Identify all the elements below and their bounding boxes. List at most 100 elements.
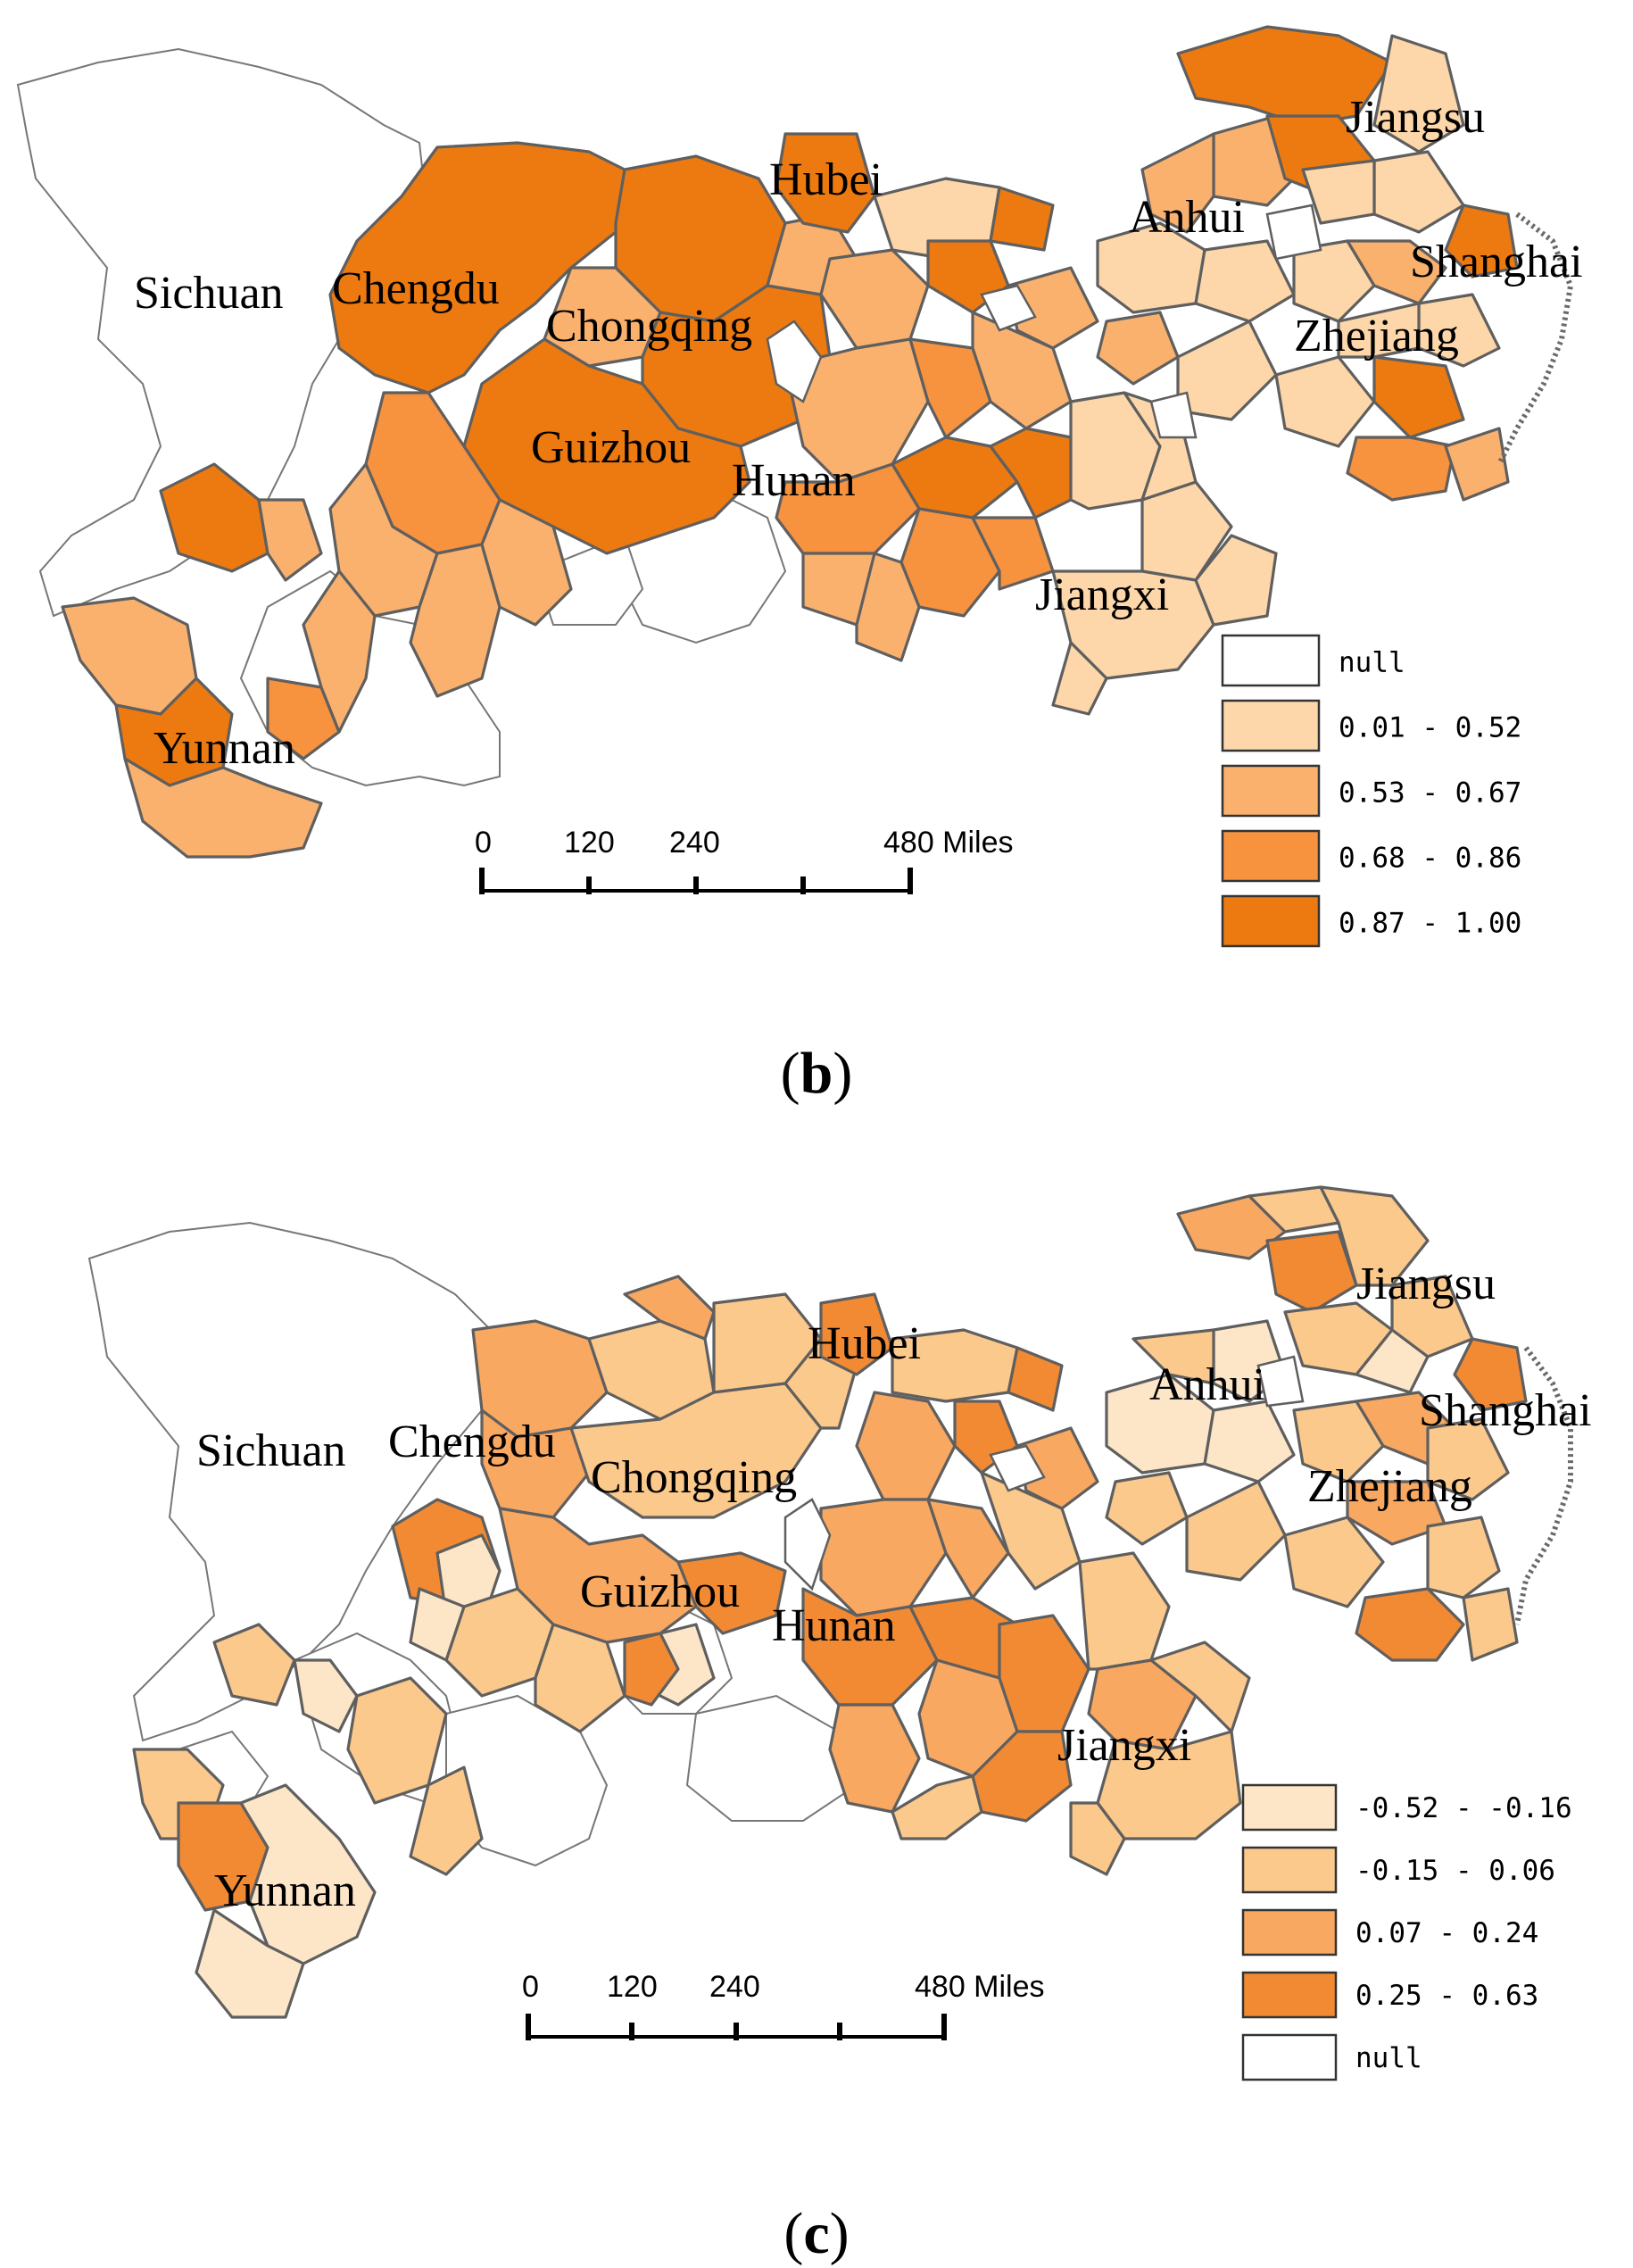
label-shanghai: Shanghai: [1410, 237, 1583, 287]
legend-b-item-swatch: [1221, 764, 1321, 818]
prefecture-region: [1149, 1641, 1251, 1733]
prefecture-region: [1346, 239, 1447, 305]
prefecture-region: [1337, 302, 1421, 359]
prefecture-region: [409, 1765, 484, 1876]
prefecture-region: [480, 1408, 591, 1519]
panel-caption-c: (c): [0, 2200, 1633, 2268]
prefecture-region: [775, 462, 921, 555]
label-chengdu: Chengdu: [388, 1416, 556, 1467]
prefecture-region: [676, 1551, 787, 1635]
prefecture-region: [1355, 1587, 1465, 1662]
scale-tick-120: 120: [564, 826, 615, 860]
prefecture-region: [819, 248, 930, 350]
prefecture-region: [1444, 204, 1519, 278]
prefecture-region: [819, 1292, 894, 1376]
label-jiangxi: Jiangxi: [1057, 1720, 1191, 1771]
prefecture-region: [1194, 239, 1296, 323]
prefecture-region: [1444, 427, 1510, 502]
label-hubei: Hubei: [808, 1318, 921, 1369]
scale-tick-0: 0: [522, 1970, 539, 2004]
prefecture-region: [1051, 641, 1108, 716]
prefecture-region: [971, 516, 1055, 591]
prefecture-region: [1426, 1516, 1501, 1599]
prefecture-region: [328, 141, 626, 395]
prefecture-region: [257, 498, 323, 582]
prefecture-region: [1453, 1337, 1528, 1412]
prefecture-region: [801, 1587, 939, 1707]
map-panel-c: Sichuan Chengdu Chongqing Guizhou Yunnan…: [0, 1160, 1633, 2266]
legend-b-item-swatch: [1221, 829, 1321, 883]
prefecture-region: [828, 1703, 921, 1814]
prefecture-region: [409, 1587, 466, 1662]
caption-close-c: ): [829, 2201, 850, 2266]
legend-b-item-label: 0.87 - 1.00: [1339, 907, 1521, 939]
label-guizhou: Guizhou: [531, 422, 691, 473]
caption-open-b: (: [780, 1041, 800, 1106]
scale-tick-240: 240: [669, 826, 720, 860]
label-chengdu: Chengdu: [332, 263, 500, 314]
place-labels-c: Sichuan Chengdu Chongqing Guizhou Yunnan…: [196, 1259, 1592, 1916]
prefecture-region: [926, 1498, 1010, 1599]
panel-caption-b: (b): [0, 1040, 1633, 1108]
prefecture-region: [328, 462, 439, 618]
prefecture-region: [855, 1391, 957, 1501]
label-zhejiang: Zhejiang: [1294, 311, 1459, 361]
scale-tick-240: 240: [709, 1970, 760, 2004]
prefecture-region: [212, 1623, 296, 1707]
prefecture-region: [1372, 150, 1465, 234]
prefecture-region: [1096, 311, 1180, 386]
legend-b-item-label: null: [1339, 646, 1405, 678]
label-guizhou: Guizhou: [580, 1566, 740, 1617]
prefecture-region: [1372, 355, 1465, 439]
prefecture-region: [1131, 1328, 1215, 1385]
prefecture-region: [1390, 1275, 1474, 1358]
regions-c: [132, 1185, 1528, 2019]
prefecture-region: [1346, 1480, 1447, 1546]
legend-b-item-label: 0.53 - 0.67: [1339, 777, 1521, 809]
prefecture-region: [1274, 355, 1376, 448]
prefecture-region: [480, 498, 573, 627]
legend-c: -0.52 - -0.16 -0.15 - 0.06 0.07 - 0.24 0.25…: [1241, 1783, 1572, 2081]
prefecture-region: [1301, 159, 1376, 225]
prefecture-region: [998, 1614, 1090, 1733]
lakes-b: [766, 204, 1322, 439]
legend-c-item-label: null: [1355, 2042, 1422, 2074]
legend-b-item-swatch: [1221, 894, 1321, 948]
label-yunnan: Yunnan: [214, 1865, 356, 1916]
prefecture-region: [989, 186, 1055, 252]
prefecture-region: [1185, 1480, 1287, 1582]
prefecture-region: [1462, 1587, 1519, 1662]
legend-b-item-swatch: [1221, 699, 1321, 752]
prefecture-region: [980, 1471, 1082, 1591]
prefecture-region: [1292, 239, 1376, 323]
caption-close-b: ): [833, 1041, 853, 1106]
prefecture-region: [819, 1498, 948, 1617]
legend-b-item-label: 0.68 - 0.86: [1339, 842, 1521, 874]
scale-tick-480: 480 Miles: [883, 826, 1014, 860]
prefecture-region: [1105, 1471, 1189, 1546]
prefecture-region: [123, 757, 323, 859]
label-hunan: Hunan: [772, 1600, 896, 1651]
scale-tick-0: 0: [475, 826, 492, 860]
prefecture-region: [1007, 1346, 1064, 1412]
prefecture-region: [1292, 1400, 1385, 1483]
prefecture-region: [855, 552, 921, 662]
prefecture-region: [1355, 1328, 1430, 1394]
caption-letter-b: b: [800, 1041, 833, 1106]
prefecture-region: [1426, 1417, 1510, 1501]
scale-tick-120: 120: [607, 1970, 658, 2004]
label-chongqing: Chongqing: [546, 301, 752, 352]
prefecture-region: [623, 1632, 680, 1707]
label-yunnan: Yunnan: [153, 723, 295, 774]
label-anhui: Anhui: [1129, 192, 1245, 243]
legend-c-item-swatch: [1241, 1908, 1338, 1956]
legend-b-item-swatch: [1221, 634, 1321, 687]
label-zhejiang: Zhejiang: [1307, 1461, 1472, 1512]
prefecture-region: [891, 1774, 983, 1840]
place-labels-b: Sichuan Chengdu Chongqing Guizhou Yunnan…: [134, 92, 1583, 774]
prefecture-region: [1283, 1516, 1385, 1608]
prefecture-region: [239, 1783, 377, 1965]
prefecture-region: [775, 132, 876, 234]
regions-b: [61, 25, 1519, 859]
prefecture-region: [1176, 25, 1394, 127]
